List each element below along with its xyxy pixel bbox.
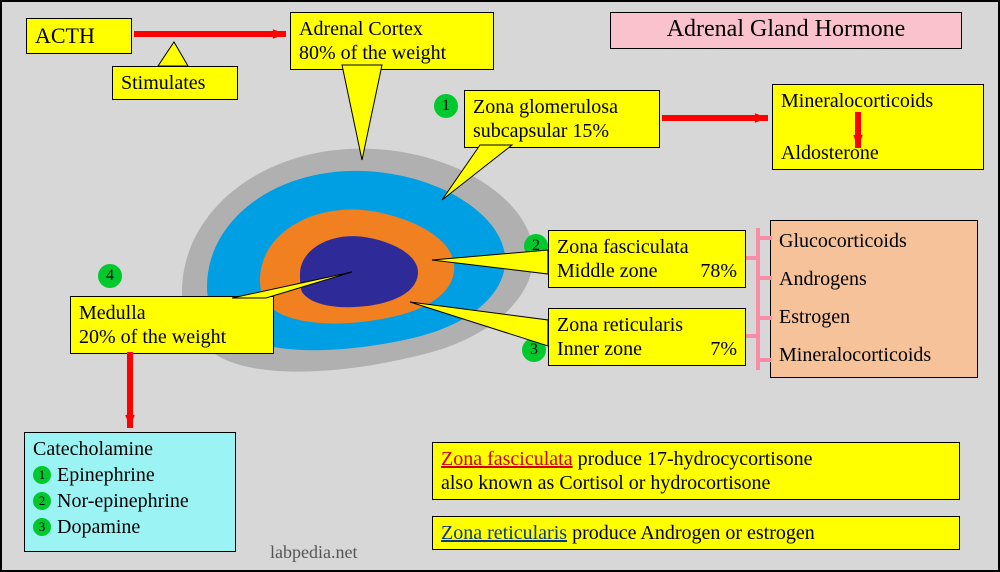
number-circle-2: 2 — [524, 234, 548, 258]
zone2-line2a: Middle zone — [557, 260, 658, 282]
note1-red: Zona fasciculata — [441, 448, 573, 470]
zone2-line1: Zona fasciculata — [557, 235, 737, 259]
catechol-num-2: 2 — [33, 492, 51, 510]
adrenal-cortex-box: Adrenal Cortex 80% of the weight — [290, 12, 494, 70]
title-text: Adrenal Gland Hormone — [667, 16, 906, 42]
peach-l4: Mineralocorticoids — [779, 343, 969, 367]
catechol-title: Catecholamine — [33, 437, 227, 461]
diagram-title: Adrenal Gland Hormone — [610, 12, 962, 49]
mineralocorticoids-box: Mineralocorticoids Aldosterone — [772, 84, 984, 170]
medulla-box: Medulla 20% of the weight — [70, 296, 274, 354]
catechol-i3: Dopamine — [57, 515, 140, 539]
mineralo-line2: Aldosterone — [781, 141, 975, 165]
hormone-products-box: Glucocorticoids Androgens Estrogen Miner… — [770, 220, 978, 378]
zona-fasciculata-box: Zona fasciculata Middle zone 78% — [548, 230, 746, 288]
note2-rest: produce Androgen or estrogen — [567, 522, 815, 544]
cortex-line2: 80% of the weight — [299, 41, 485, 65]
zona-glomerulosa-box: Zona glomerulosa subcapsular 15% — [464, 90, 660, 148]
note-reticularis-box: Zona reticularis produce Androgen or est… — [432, 516, 960, 550]
peach-l3: Estrogen — [779, 305, 969, 329]
catechol-i2: Nor-epinephrine — [57, 489, 189, 513]
number-circle-1: 1 — [434, 94, 458, 118]
stimulates-label: Stimulates — [121, 72, 205, 94]
number-circle-3: 3 — [522, 338, 546, 362]
note-fasciculata-box: Zona fasciculata produce 17-hydrocycorti… — [432, 442, 960, 500]
watermark-text: labpedia.net — [270, 542, 357, 563]
zone3-line2a: Inner zone — [557, 338, 642, 360]
zone2-line2b: 78% — [700, 259, 737, 283]
cortex-line1: Adrenal Cortex — [299, 17, 485, 41]
mineralo-line1: Mineralocorticoids — [781, 89, 975, 113]
acth-box: ACTH — [26, 18, 132, 54]
catechol-num-3: 3 — [33, 518, 51, 536]
catechol-num-1: 1 — [33, 466, 51, 484]
zone1-line1: Zona glomerulosa — [473, 95, 651, 119]
zone1-line2: subcapsular 15% — [473, 119, 651, 143]
peach-l1: Glucocorticoids — [779, 229, 969, 253]
peach-l2: Androgens — [779, 267, 969, 291]
note2-blue: Zona reticularis — [441, 522, 567, 544]
diagram-canvas: Adrenal Gland Hormone ACTH Stimulates Ad… — [0, 0, 1000, 572]
medulla-line2: 20% of the weight — [79, 325, 265, 349]
note1-rest1: produce 17-hydrocycortisone — [573, 448, 813, 470]
number-circle-4: 4 — [98, 264, 122, 288]
stimulates-box: Stimulates — [112, 66, 238, 100]
zone3-line2b: 7% — [710, 337, 737, 361]
zone3-line1: Zona reticularis — [557, 313, 737, 337]
acth-label: ACTH — [35, 23, 95, 48]
note1-rest2: also known as Cortisol or hydrocortisone — [441, 471, 951, 495]
zona-reticularis-box: Zona reticularis Inner zone 7% — [548, 308, 746, 366]
catecholamine-box: Catecholamine 1 Epinephrine 2 Nor-epinep… — [24, 432, 236, 552]
catechol-i1: Epinephrine — [57, 463, 155, 487]
medulla-line1: Medulla — [79, 301, 265, 325]
